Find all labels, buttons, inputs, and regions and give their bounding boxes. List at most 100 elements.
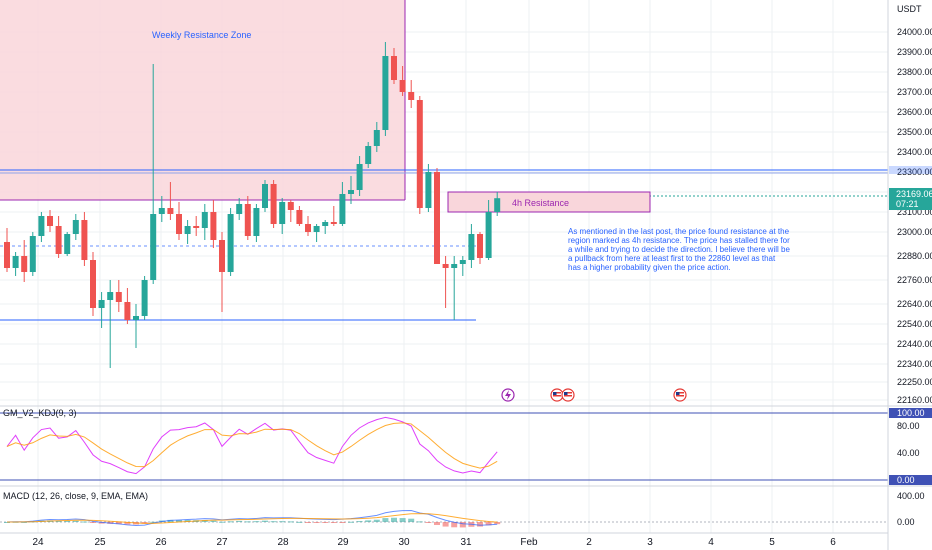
candle[interactable] xyxy=(210,200,217,248)
macd-histogram-bar xyxy=(279,521,286,523)
candle[interactable] xyxy=(442,256,449,308)
kdj-pane[interactable]: GM_V2_KDJ(9, 3) xyxy=(0,408,888,481)
candle-body xyxy=(64,234,71,254)
candle[interactable] xyxy=(468,224,475,268)
candle-body xyxy=(494,198,501,212)
current-price-tag[interactable]: 23169.06 07:21 xyxy=(889,188,932,210)
candle[interactable] xyxy=(434,168,440,264)
candle[interactable] xyxy=(365,142,372,168)
macd-histogram-bar xyxy=(201,520,208,522)
candle[interactable] xyxy=(107,280,114,368)
candle[interactable] xyxy=(408,80,415,108)
candle[interactable] xyxy=(416,96,423,214)
candle-body xyxy=(81,220,88,260)
candle[interactable] xyxy=(279,198,286,234)
candle[interactable] xyxy=(356,156,363,196)
candle[interactable] xyxy=(270,180,277,228)
candle[interactable] xyxy=(47,210,53,232)
candle[interactable] xyxy=(64,232,71,256)
candle[interactable] xyxy=(244,196,251,240)
candle-body xyxy=(29,236,36,272)
candle[interactable] xyxy=(296,206,303,226)
candle[interactable] xyxy=(38,212,45,242)
candle[interactable] xyxy=(219,232,225,312)
macd-histogram-bar xyxy=(4,522,10,523)
analysis-annotation[interactable]: As mentioned in the last post, the price… xyxy=(568,227,790,272)
macd-histogram-bar xyxy=(408,518,415,522)
candle[interactable] xyxy=(236,198,243,220)
candle[interactable] xyxy=(4,228,10,272)
time-axis[interactable]: 24 25 26 27 28 29 30 31 Feb 2 3 4 5 6 xyxy=(0,532,888,548)
lightning-event-icon[interactable] xyxy=(501,388,515,402)
candle[interactable] xyxy=(451,256,458,320)
us-flag-event-icon[interactable] xyxy=(550,388,564,402)
macd-histogram-bar xyxy=(442,522,449,527)
candle[interactable] xyxy=(322,220,329,234)
candle[interactable] xyxy=(348,176,354,204)
candle[interactable] xyxy=(176,202,182,240)
candle[interactable] xyxy=(330,206,337,226)
macd-histogram-bar xyxy=(244,521,251,523)
candle[interactable] xyxy=(72,214,79,240)
candle-body xyxy=(296,210,303,224)
candle[interactable] xyxy=(133,304,139,348)
candle[interactable] xyxy=(184,220,191,244)
candle[interactable] xyxy=(81,212,88,266)
candle[interactable] xyxy=(262,180,268,212)
candle[interactable] xyxy=(115,280,122,312)
candle[interactable] xyxy=(399,66,406,96)
candle[interactable] xyxy=(494,192,501,216)
upper-line-price-tag xyxy=(889,166,932,174)
candle[interactable] xyxy=(201,204,208,240)
macd-histogram-bar xyxy=(322,522,329,523)
candle[interactable] xyxy=(425,164,432,212)
candle[interactable] xyxy=(253,204,260,242)
candle[interactable] xyxy=(141,276,148,320)
macd-histogram-bar xyxy=(227,521,234,523)
candle[interactable] xyxy=(305,216,311,236)
price-axis[interactable]: USDT 24000.00 23900.00 23800.00 23700.00 236… xyxy=(887,0,932,550)
macd-histogram-bar xyxy=(330,522,337,523)
time-tick-label: 30 xyxy=(398,537,410,548)
candle[interactable] xyxy=(391,48,397,84)
price-tick-label: 22160.00 xyxy=(897,395,932,405)
price-tick-label: 23400.00 xyxy=(897,147,932,157)
candle[interactable] xyxy=(477,232,483,264)
candle-body xyxy=(365,146,372,164)
candle[interactable] xyxy=(29,232,36,276)
candle[interactable] xyxy=(12,252,19,276)
candle[interactable] xyxy=(227,208,234,276)
weekly-resistance-zone[interactable]: Weekly Resistance Zone xyxy=(0,0,406,201)
candles-group xyxy=(4,42,501,368)
macd-histogram-bar xyxy=(313,522,320,523)
macd-label: MACD (12, 26, close, 9, EMA, EMA) xyxy=(3,491,148,501)
candle[interactable] xyxy=(339,182,346,226)
us-flag-event-icon[interactable] xyxy=(561,388,575,402)
candle-body xyxy=(244,204,251,236)
candle[interactable] xyxy=(55,216,62,258)
candle[interactable] xyxy=(382,42,389,136)
candle[interactable] xyxy=(167,182,174,220)
macd-histogram-bar xyxy=(55,520,62,522)
candle[interactable] xyxy=(150,64,157,284)
macd-histogram-bar xyxy=(72,520,79,522)
candle[interactable] xyxy=(287,200,294,222)
candle[interactable] xyxy=(193,216,200,236)
candle[interactable] xyxy=(158,196,165,222)
candle-body xyxy=(305,224,311,232)
candle[interactable] xyxy=(98,292,105,328)
macd-pane[interactable]: MACD (12, 26, close, 9, EMA, EMA) xyxy=(0,491,888,528)
candle[interactable] xyxy=(21,240,28,282)
macd-histogram-bar xyxy=(399,518,406,522)
candle-body xyxy=(330,222,337,224)
candle[interactable] xyxy=(485,200,492,260)
candle[interactable] xyxy=(373,122,380,152)
candle[interactable] xyxy=(124,288,131,324)
h4-resistance-zone[interactable]: 4h Resistance xyxy=(447,191,651,213)
candle[interactable] xyxy=(459,256,466,276)
candle[interactable] xyxy=(90,252,96,316)
macd-histogram-bar xyxy=(124,522,131,525)
candle[interactable] xyxy=(313,224,320,242)
us-flag-event-icon[interactable] xyxy=(673,388,687,402)
